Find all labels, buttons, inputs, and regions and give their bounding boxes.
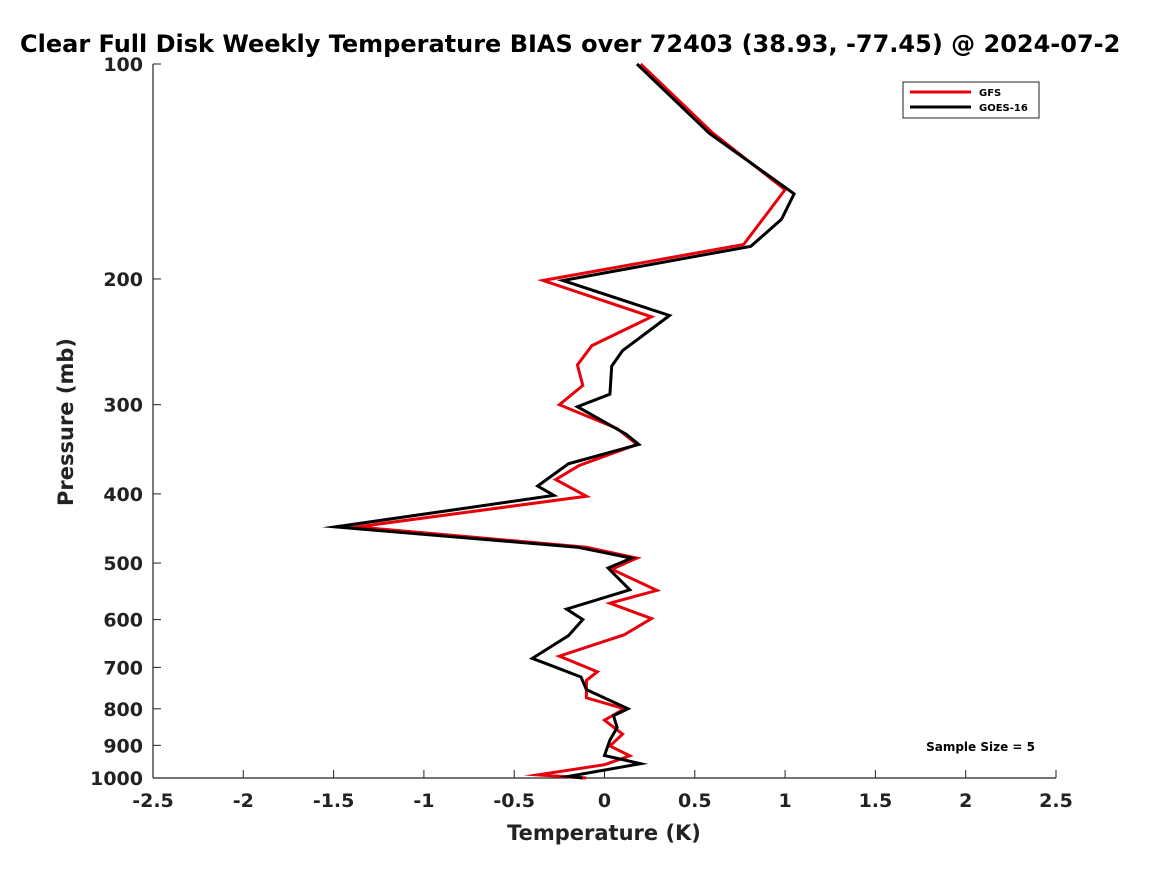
x-tick-label: -1.5 [313,790,355,812]
y-tick-label: 500 [103,553,143,575]
y-tick-label: 400 [103,484,143,506]
x-tick-label: -2 [233,790,254,812]
y-tick-label: 1000 [90,768,143,790]
x-tick-label: 1.5 [859,790,893,812]
legend-label: GOES-16 [979,103,1028,114]
y-tick-label: 900 [103,735,143,757]
x-tick-label: 1 [778,790,791,812]
sample-size-annotation: Sample Size = 5 [926,740,1035,754]
y-tick-label: 600 [103,610,143,632]
y-tick-label: 700 [103,657,143,679]
series-line-goes16 [322,62,797,780]
x-tick-label: 0.5 [678,790,712,812]
x-axis: -2.5 -2 -1.5 -1 -0.5 0 0.5 1 1.5 2 2.5 [132,770,1073,812]
y-tick-label: 800 [103,699,143,721]
x-tick-label: 2 [959,790,972,812]
y-tick-label: 200 [103,269,143,291]
x-tick-label: 2.5 [1039,790,1073,812]
y-axis-label: Pressure (mb) [54,338,78,506]
y-axis: 100 200 300 400 500 600 700 800 900 1000 [90,54,161,790]
y-tick-label: 100 [103,54,143,76]
chart-title: Clear Full Disk Weekly Temperature BIAS … [20,30,1120,58]
y-tick-label: 300 [103,395,143,417]
x-tick-label: 0 [598,790,611,812]
legend: GFS GOES-16 [902,81,1040,119]
x-tick-label: -1 [413,790,434,812]
legend-label: GFS [979,88,1001,99]
legend-box [902,81,1040,119]
x-tick-label: -0.5 [493,790,535,812]
series-layer [322,62,797,780]
x-tick-label: -2.5 [132,790,174,812]
x-axis-label: Temperature (K) [507,821,701,845]
